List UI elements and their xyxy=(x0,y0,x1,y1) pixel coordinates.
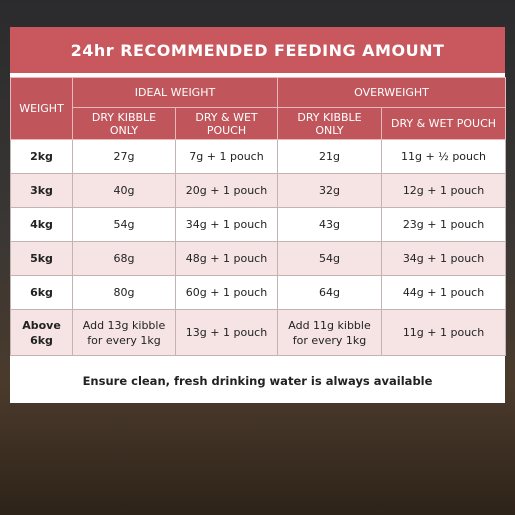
group-header: OVERWEIGHT xyxy=(276,77,507,108)
subheader: DRY KIBBLE ONLY xyxy=(72,107,176,140)
data-row: 6kg 80g 60g + 1 pouch 64g 44g + 1 pouch xyxy=(10,275,507,310)
subheader: DRY KIBBLE ONLY xyxy=(277,107,382,140)
amount-cell: 7g + 1 pouch xyxy=(175,139,278,174)
weight-cell: 5kg xyxy=(10,241,73,276)
group-header: IDEAL WEIGHT xyxy=(72,77,278,108)
amount-cell: 40g xyxy=(72,173,176,208)
data-row: 2kg 27g 7g + 1 pouch 21g 11g + ½ pouch xyxy=(10,139,507,174)
weight-header: WEIGHT xyxy=(10,77,73,140)
amount-cell: 54g xyxy=(72,207,176,242)
amount-cell: 54g xyxy=(277,241,382,276)
feeding-table: WEIGHT IDEAL WEIGHT OVERWEIGHT DRY KIBBL… xyxy=(10,77,507,356)
amount-cell: Add 11g kibble for every 1kg xyxy=(277,309,382,356)
amount-cell: 68g xyxy=(72,241,176,276)
header-row: WEIGHT IDEAL WEIGHT OVERWEIGHT xyxy=(10,77,507,140)
amount-cell: 23g + 1 pouch xyxy=(380,207,507,242)
amount-cell: 27g xyxy=(72,139,176,174)
subheader-row: DRY KIBBLE ONLY DRY & WET POUCH DRY KIBB… xyxy=(11,107,507,140)
weight-cell: 2kg xyxy=(10,139,73,174)
data-row: 5kg 68g 48g + 1 pouch 54g 34g + 1 pouch xyxy=(10,241,507,276)
amount-cell: 32g xyxy=(277,173,382,208)
data-row: Above 6kg Add 13g kibble for every 1kg 13g… xyxy=(10,309,507,356)
amount-cell: 13g + 1 pouch xyxy=(175,309,278,356)
data-row: 4kg 54g 34g + 1 pouch 43g 23g + 1 pouch xyxy=(10,207,507,242)
amount-cell: Add 13g kibble for every 1kg xyxy=(72,309,176,356)
subheader: DRY & WET POUCH xyxy=(380,107,507,140)
amount-cell: 11g + 1 pouch xyxy=(380,309,507,356)
subheader: DRY & WET POUCH xyxy=(175,107,278,140)
weight-cell: 4kg xyxy=(10,207,73,242)
amount-cell: 80g xyxy=(72,275,176,310)
amount-cell: 60g + 1 pouch xyxy=(175,275,278,310)
amount-cell: 12g + 1 pouch xyxy=(380,173,507,208)
footer-note: Ensure clean, fresh drinking water is al… xyxy=(82,374,433,388)
amount-cell: 34g + 1 pouch xyxy=(175,207,278,242)
amount-cell: 43g xyxy=(277,207,382,242)
weight-cell: 3kg xyxy=(10,173,73,208)
amount-cell: 20g + 1 pouch xyxy=(175,173,278,208)
amount-cell: 64g xyxy=(277,275,382,310)
title: 24hr RECOMMENDED FEEDING AMOUNT xyxy=(10,27,505,77)
amount-cell: 11g + ½ pouch xyxy=(380,139,507,174)
weight-cell: Above 6kg xyxy=(10,309,73,356)
amount-cell: 34g + 1 pouch xyxy=(380,241,507,276)
amount-cell: 44g + 1 pouch xyxy=(380,275,507,310)
amount-cell: 21g xyxy=(277,139,382,174)
weight-cell: 6kg xyxy=(10,275,73,310)
amount-cell: 48g + 1 pouch xyxy=(175,241,278,276)
panel: 24hr RECOMMENDED FEEDING AMOUNT WEIGHT I… xyxy=(10,27,507,403)
data-row: 3kg 40g 20g + 1 pouch 32g 12g + 1 pouch xyxy=(10,173,507,208)
